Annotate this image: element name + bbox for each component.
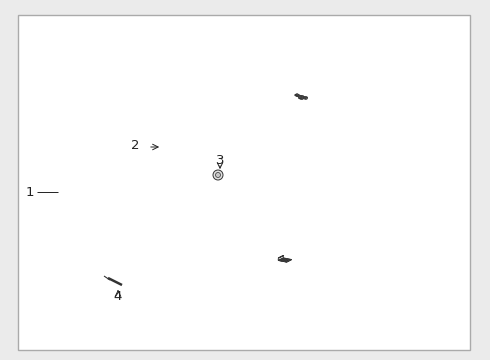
Polygon shape bbox=[295, 94, 298, 95]
Polygon shape bbox=[278, 258, 292, 262]
Polygon shape bbox=[297, 95, 307, 98]
Polygon shape bbox=[298, 95, 299, 96]
Polygon shape bbox=[302, 96, 303, 97]
Polygon shape bbox=[298, 97, 302, 99]
Polygon shape bbox=[299, 98, 301, 99]
Polygon shape bbox=[299, 95, 300, 96]
Text: 2: 2 bbox=[131, 139, 139, 152]
Polygon shape bbox=[295, 95, 296, 96]
Polygon shape bbox=[300, 95, 301, 96]
Polygon shape bbox=[298, 95, 300, 96]
Polygon shape bbox=[299, 95, 300, 96]
Polygon shape bbox=[301, 96, 306, 98]
Polygon shape bbox=[299, 96, 300, 97]
Polygon shape bbox=[296, 95, 297, 96]
Circle shape bbox=[216, 172, 220, 177]
Polygon shape bbox=[278, 255, 283, 260]
Polygon shape bbox=[302, 96, 306, 98]
Polygon shape bbox=[305, 97, 306, 98]
Polygon shape bbox=[304, 97, 305, 98]
Polygon shape bbox=[295, 94, 297, 96]
Polygon shape bbox=[299, 95, 301, 96]
Polygon shape bbox=[296, 95, 305, 99]
Polygon shape bbox=[298, 97, 300, 98]
Polygon shape bbox=[305, 97, 307, 98]
Polygon shape bbox=[300, 95, 302, 96]
Polygon shape bbox=[305, 98, 306, 99]
Circle shape bbox=[213, 170, 223, 180]
Polygon shape bbox=[300, 96, 301, 97]
Polygon shape bbox=[278, 259, 287, 262]
Text: 3: 3 bbox=[216, 153, 224, 166]
Polygon shape bbox=[299, 98, 302, 99]
Polygon shape bbox=[302, 98, 303, 99]
Polygon shape bbox=[295, 94, 297, 95]
Polygon shape bbox=[296, 95, 306, 98]
Polygon shape bbox=[296, 95, 297, 96]
Polygon shape bbox=[295, 94, 298, 95]
Polygon shape bbox=[305, 97, 306, 98]
Text: 1: 1 bbox=[26, 185, 34, 198]
Polygon shape bbox=[306, 97, 307, 99]
Polygon shape bbox=[303, 96, 304, 97]
Polygon shape bbox=[302, 96, 305, 98]
Polygon shape bbox=[306, 97, 307, 98]
Polygon shape bbox=[305, 97, 306, 98]
Polygon shape bbox=[298, 96, 304, 98]
Polygon shape bbox=[297, 94, 298, 96]
Polygon shape bbox=[300, 96, 301, 97]
Polygon shape bbox=[297, 95, 299, 96]
Text: 4: 4 bbox=[114, 291, 122, 303]
Polygon shape bbox=[300, 96, 301, 97]
Polygon shape bbox=[297, 95, 306, 99]
Polygon shape bbox=[295, 94, 297, 95]
Polygon shape bbox=[297, 94, 298, 95]
Polygon shape bbox=[298, 95, 299, 96]
Polygon shape bbox=[303, 97, 304, 98]
Polygon shape bbox=[297, 95, 298, 96]
Polygon shape bbox=[306, 98, 307, 99]
Polygon shape bbox=[302, 97, 306, 99]
Polygon shape bbox=[278, 255, 284, 258]
Polygon shape bbox=[298, 97, 303, 99]
Polygon shape bbox=[301, 96, 302, 97]
Polygon shape bbox=[300, 96, 304, 98]
Polygon shape bbox=[305, 97, 306, 98]
Polygon shape bbox=[301, 98, 302, 99]
Polygon shape bbox=[305, 98, 306, 99]
Polygon shape bbox=[302, 97, 303, 98]
Polygon shape bbox=[305, 97, 307, 98]
